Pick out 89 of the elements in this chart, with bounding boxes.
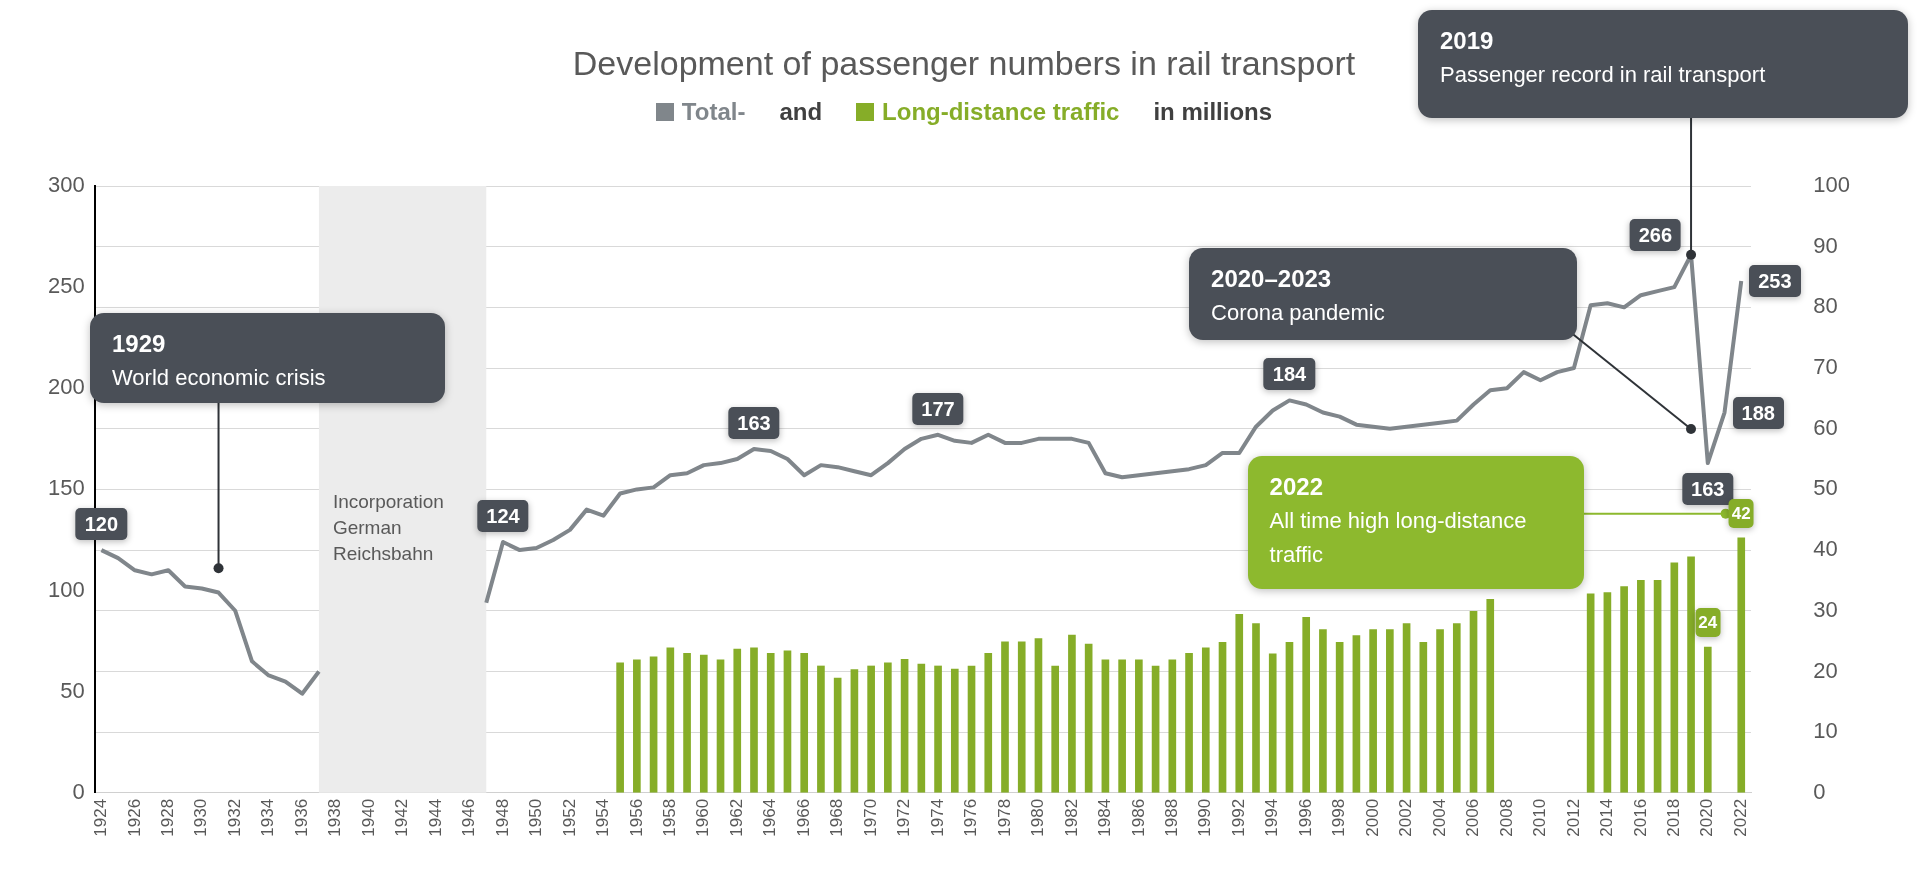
data-label: 124 bbox=[477, 499, 529, 532]
x-tick-label: 1940 bbox=[358, 798, 378, 837]
y2-tick-label: 80 bbox=[1813, 293, 1838, 319]
x-tick-label: 1984 bbox=[1095, 798, 1115, 837]
x-tick-label: 1990 bbox=[1195, 798, 1215, 837]
annotation: 2020–2023 Corona pandemic bbox=[1211, 263, 1386, 327]
y2-tick-label: 50 bbox=[1813, 475, 1838, 501]
y2-tick-label: 10 bbox=[1813, 718, 1838, 744]
x-tick-label: 1950 bbox=[526, 798, 546, 837]
x-tick-label: 1982 bbox=[1061, 798, 1081, 837]
x-tick-label: 1988 bbox=[1162, 798, 1182, 837]
text: in millions bbox=[1153, 98, 1273, 126]
y2-tick-label: 30 bbox=[1813, 596, 1838, 622]
y-tick-label: 300 bbox=[47, 172, 85, 198]
x-tick-label: 2004 bbox=[1429, 798, 1449, 837]
annotation: 2019 Passenger record in rail transport bbox=[1440, 26, 1767, 89]
data-label: 42 bbox=[1728, 498, 1754, 528]
y2-tick-label: 90 bbox=[1813, 232, 1838, 258]
x-tick-label: 1944 bbox=[425, 798, 445, 837]
data-label: 120 bbox=[75, 508, 128, 541]
x-tick-label: 1980 bbox=[1028, 798, 1048, 837]
annotation: 184 bbox=[1263, 358, 1316, 391]
x-tick-label: 1924 bbox=[91, 798, 111, 837]
x-tick-label: 2008 bbox=[1496, 798, 1516, 837]
x-tick-label: 1974 bbox=[927, 798, 947, 837]
x-tick-label: 1930 bbox=[191, 798, 211, 837]
x-tick-label: 2000 bbox=[1362, 798, 1382, 837]
x-tick-label: 1998 bbox=[1329, 798, 1349, 837]
x-tick-label: 1932 bbox=[224, 798, 244, 837]
text: and bbox=[779, 98, 823, 126]
x-tick-label: 1996 bbox=[1295, 798, 1315, 837]
annotation: 163 bbox=[728, 406, 780, 439]
x-tick-label: 1958 bbox=[660, 798, 680, 837]
x-tick-label: 2020 bbox=[1697, 798, 1717, 837]
y2-tick-label: 0 bbox=[1813, 778, 1826, 804]
x-tick-label: 1936 bbox=[291, 798, 311, 837]
x-tick-label: 1926 bbox=[124, 798, 144, 837]
x-tick-label: 1966 bbox=[793, 798, 813, 837]
y-tick-label: 100 bbox=[47, 576, 85, 602]
x-tick-label: 1968 bbox=[827, 798, 847, 837]
data-label: 24 bbox=[1695, 608, 1721, 638]
y-tick-label: 150 bbox=[47, 475, 85, 501]
x-tick-label: 2022 bbox=[1730, 798, 1750, 837]
y2-tick-label: 100 bbox=[1813, 172, 1851, 198]
x-tick-label: 2018 bbox=[1664, 798, 1684, 837]
y-tick-label: 250 bbox=[47, 273, 85, 299]
x-tick-label: 1942 bbox=[392, 798, 412, 837]
data-label: 177 bbox=[912, 392, 964, 425]
x-tick-label: 1948 bbox=[492, 798, 512, 837]
y-tick-label: 200 bbox=[47, 374, 85, 400]
x-tick-label: 1954 bbox=[593, 798, 613, 837]
x-tick-label: 1972 bbox=[894, 798, 914, 837]
x-tick-label: 1964 bbox=[760, 798, 780, 837]
legend-label: Total- bbox=[681, 98, 746, 126]
x-tick-label: 1960 bbox=[693, 798, 713, 837]
chart-title: Development of passenger numbers in rail transport bbox=[572, 44, 1356, 82]
x-tick-label: 1992 bbox=[1228, 798, 1248, 837]
data-label: 253 bbox=[1749, 265, 1801, 298]
x-tick-label: 1938 bbox=[325, 798, 345, 837]
x-tick-label: 1956 bbox=[626, 798, 646, 837]
legend-label: Long-distance traffic bbox=[882, 98, 1120, 126]
x-tick-label: 1952 bbox=[559, 798, 579, 837]
y2-tick-label: 70 bbox=[1813, 354, 1838, 380]
x-tick-label: 2012 bbox=[1563, 798, 1583, 837]
x-tick-label: 1976 bbox=[961, 798, 981, 837]
data-label: 266 bbox=[1629, 218, 1682, 251]
x-tick-label: 1946 bbox=[459, 798, 479, 837]
x-tick-label: 1928 bbox=[158, 798, 178, 837]
x-tick-label: 2016 bbox=[1630, 798, 1650, 837]
x-tick-label: 1978 bbox=[994, 798, 1014, 837]
y2-tick-label: 60 bbox=[1813, 414, 1838, 440]
data-label: 188 bbox=[1732, 396, 1784, 429]
x-tick-label: 1986 bbox=[1128, 798, 1148, 837]
y-tick-label: 0 bbox=[72, 778, 85, 804]
x-tick-label: 1970 bbox=[860, 798, 880, 837]
x-tick-label: 2010 bbox=[1530, 798, 1550, 837]
band-label: Incorporation German Reichsbahn bbox=[332, 490, 445, 567]
x-tick-label: 2002 bbox=[1396, 798, 1416, 837]
annotation: 1929 World economic crisis bbox=[112, 329, 327, 392]
x-tick-label: 1994 bbox=[1262, 798, 1282, 837]
x-tick-label: 2006 bbox=[1463, 798, 1483, 837]
x-tick-label: 1934 bbox=[258, 798, 278, 837]
x-tick-label: 2014 bbox=[1597, 798, 1617, 837]
annotation: 2022 All time high long-distance traffic bbox=[1269, 472, 1528, 569]
x-tick-label: 1962 bbox=[726, 798, 746, 837]
data-label: 163 bbox=[1682, 473, 1734, 506]
y-tick-label: 50 bbox=[60, 677, 85, 703]
y2-tick-label: 40 bbox=[1813, 536, 1838, 562]
y2-tick-label: 20 bbox=[1813, 657, 1838, 683]
